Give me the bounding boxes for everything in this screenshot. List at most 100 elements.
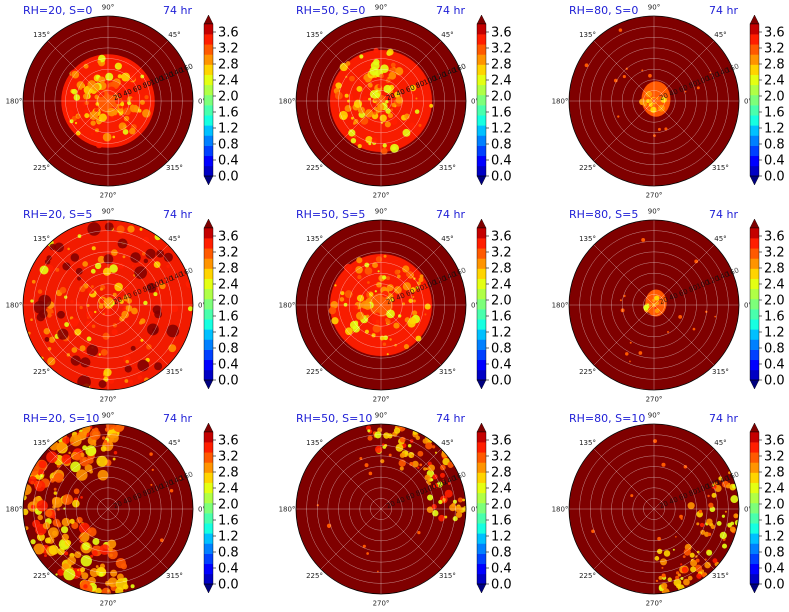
field-cell [394, 269, 400, 275]
field-cell [129, 104, 138, 113]
angle-tick-label: 180° [6, 302, 23, 310]
grid-spoke [107, 448, 169, 510]
polar-panel: 90°45°0°315°270°225°180°135°204060801001… [6, 208, 206, 404]
field-cell [704, 561, 711, 569]
grid-spoke [320, 508, 382, 570]
field-cell [721, 514, 725, 518]
colorbar-tick-label: 0.4 [218, 154, 239, 169]
colorbar-level [204, 84, 213, 96]
field-cell [680, 517, 683, 520]
grid-spoke [107, 508, 169, 570]
colorbar-level [477, 44, 486, 55]
field-cell [37, 514, 43, 521]
field-cell [57, 508, 60, 511]
field-cell [344, 93, 349, 98]
colorbar-level [204, 319, 213, 330]
colorbar-frame [203, 227, 214, 381]
colorbar-level [750, 105, 759, 116]
colorbar-tick-label: 3.2 [218, 42, 239, 57]
colorbar-tick-label: 3.6 [491, 434, 512, 449]
radial-tick-label: 40 [668, 87, 679, 98]
field-cell [73, 488, 80, 495]
colorbar-tick-label: 0.4 [491, 154, 512, 169]
colorbar-level [750, 309, 759, 320]
field-cell [80, 555, 92, 567]
field-cell [122, 58, 131, 67]
field-cell [47, 357, 56, 366]
field-cell [701, 572, 707, 578]
angle-tick-label: 45° [168, 235, 180, 243]
colorbar-level [477, 472, 486, 483]
colorbar-level [750, 84, 759, 96]
field-cell [102, 132, 112, 142]
colorbar-extend-max [203, 218, 214, 229]
field-cell [638, 351, 643, 355]
field-cell [653, 134, 656, 138]
angle-tick-label: 270° [646, 192, 663, 200]
field-cell [380, 147, 388, 155]
angle-tick-label: 225° [33, 164, 50, 172]
grid-spoke [320, 448, 382, 510]
angle-tick-label: 225° [33, 368, 50, 376]
field-cell [452, 516, 458, 522]
grid-spoke [47, 304, 109, 366]
radial-tick-label: 80 [688, 79, 699, 90]
field-cell [159, 282, 166, 290]
field-cell [613, 78, 618, 83]
radial-tick-label: 20 [112, 500, 123, 511]
field-cell [651, 97, 658, 104]
field-cell [371, 137, 378, 144]
field-cell [112, 457, 116, 461]
field-cell [368, 292, 374, 297]
colorbar-level [477, 502, 486, 514]
field-cell [137, 359, 149, 372]
colorbar-tick-label: 1.2 [491, 326, 512, 341]
field-cell [390, 118, 398, 126]
field-cell [131, 288, 139, 296]
grid-spoke [107, 100, 169, 162]
colorbar-level [204, 228, 213, 239]
field-cell [390, 62, 396, 68]
field-cell [139, 99, 145, 105]
radial-tick-label: 40 [668, 495, 679, 506]
field-cell [393, 427, 401, 434]
angle-tick-label: 315° [166, 572, 183, 580]
field-cell [70, 253, 80, 262]
field-cell [47, 346, 52, 351]
colorbar-level [750, 359, 759, 371]
grid-spoke [320, 100, 382, 162]
field-cell [113, 424, 125, 433]
field-cell [377, 570, 379, 573]
field-cell [429, 103, 434, 108]
colorbar-level [477, 349, 486, 361]
field-cell [654, 295, 660, 301]
field-cell [696, 522, 700, 526]
radial-tick-label: 40 [122, 495, 133, 506]
field-cell [331, 317, 339, 325]
colorbar-level [477, 563, 486, 575]
field-cell [119, 108, 123, 112]
grid-spoke [380, 304, 442, 366]
field-cell [75, 267, 83, 275]
angle-tick-label: 180° [6, 506, 23, 514]
panel-time: 74 hr [436, 208, 465, 221]
field [591, 439, 739, 594]
field-cell [119, 299, 124, 304]
field-cell [444, 515, 448, 519]
polar-panel: 90°45°0°315°270°225°180°135°204060801001… [552, 412, 752, 608]
radial-tick-label: 60 [405, 287, 416, 298]
colorbar-tick-label: 2.8 [491, 262, 512, 277]
colorbar-extend-max [476, 14, 487, 25]
colorbar-tick-label: 3.2 [764, 42, 785, 57]
colorbar: 0.00.40.81.21.62.02.42.83.23.6 [476, 218, 512, 390]
field-cell [108, 546, 113, 552]
field-cell [91, 246, 96, 251]
field-cell [149, 452, 153, 456]
colorbar-level [204, 288, 213, 300]
colorbar-level [204, 165, 213, 177]
colorbar-tick-label: 3.2 [764, 450, 785, 465]
polar-panel: 90°45°0°315°270°225°180°135°204060801001… [279, 208, 479, 404]
angle-tick-label: 135° [306, 439, 323, 447]
field-cell [364, 463, 369, 468]
field-cell [76, 568, 80, 572]
